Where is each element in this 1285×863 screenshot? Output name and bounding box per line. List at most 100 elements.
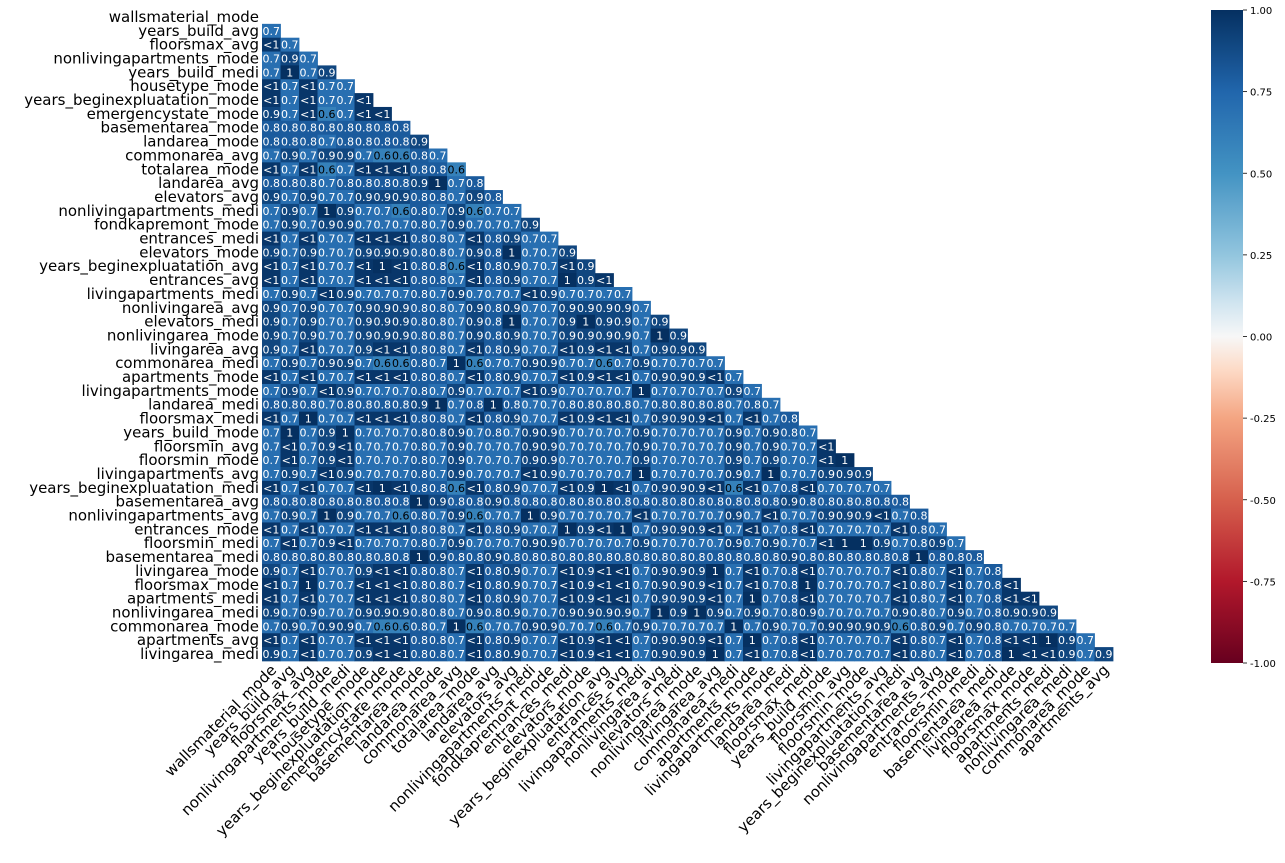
cell-label: <1 bbox=[393, 371, 409, 384]
cell-label: 0.8 bbox=[429, 343, 447, 356]
cell-label: 1 bbox=[342, 426, 349, 439]
cell-label: 0.9 bbox=[762, 440, 780, 453]
heatmap-cell bbox=[317, 120, 337, 136]
colorbar-tick-label: 0.75 bbox=[1250, 88, 1272, 99]
cell-label: 0.9 bbox=[818, 620, 836, 633]
heatmap-cell bbox=[336, 190, 355, 205]
cell-label: 0.8 bbox=[411, 205, 429, 218]
cell-label: 0.7 bbox=[670, 440, 688, 453]
cell-label: 0.8 bbox=[799, 551, 817, 564]
cell-label: <1 bbox=[467, 233, 483, 246]
cell-label: 0.7 bbox=[281, 163, 299, 176]
cell-label: 0.8 bbox=[892, 496, 910, 509]
cell-label: 0.7 bbox=[448, 316, 466, 329]
cell-label: 0.8 bbox=[392, 177, 410, 190]
heatmap-cell bbox=[317, 162, 337, 177]
cell-label: 0.9 bbox=[522, 537, 540, 550]
cell-label: <1 bbox=[615, 579, 631, 592]
cell-label: 0.8 bbox=[781, 579, 799, 592]
cell-label: 1 bbox=[860, 537, 867, 550]
heatmap-cell bbox=[465, 273, 485, 288]
cell-label: 0.7 bbox=[651, 357, 669, 370]
cell-label: 0.8 bbox=[429, 329, 447, 342]
cell-label: 0.7 bbox=[688, 620, 706, 633]
cell-label: 0.9 bbox=[503, 482, 521, 495]
cell-label: 0.9 bbox=[1040, 606, 1058, 619]
cell-label: 0.9 bbox=[670, 634, 688, 647]
heatmap-cell bbox=[373, 217, 392, 232]
cell-label: 0.8 bbox=[707, 399, 725, 412]
cell-label: 0.9 bbox=[670, 482, 688, 495]
cell-label: <1 bbox=[596, 634, 612, 647]
cell-label: <1 bbox=[356, 634, 372, 647]
heatmap-cell bbox=[280, 314, 300, 329]
cell-label: 0.9 bbox=[337, 385, 355, 398]
cell-label: 0.7 bbox=[337, 302, 355, 315]
cell-label: 0.7 bbox=[614, 385, 632, 398]
cell-label: 0.7 bbox=[522, 482, 540, 495]
cell-label: 0.7 bbox=[318, 302, 336, 315]
colorbar-tick-label: 1.00 bbox=[1250, 6, 1272, 17]
heatmap-cell bbox=[465, 217, 485, 232]
y-axis-labels: wallsmaterial_modeyears_build_avgfloorsm… bbox=[24, 8, 259, 664]
cell-label: 0.9 bbox=[633, 426, 651, 439]
cell-label: 0.7 bbox=[688, 537, 706, 550]
cell-label: <1 bbox=[707, 593, 723, 606]
heatmap-cell bbox=[447, 231, 466, 246]
cell-label: 0.7 bbox=[892, 510, 910, 523]
cell-label: 0.9 bbox=[503, 274, 521, 287]
cell-label: 0.9 bbox=[540, 440, 558, 453]
cell-label: 0.9 bbox=[577, 260, 595, 273]
cell-label: 0.8 bbox=[411, 634, 429, 647]
cell-label: <1 bbox=[467, 371, 483, 384]
cell-label: 0.7 bbox=[744, 385, 762, 398]
cell-label: 0.9 bbox=[559, 606, 577, 619]
cell-label: 0.8 bbox=[429, 274, 447, 287]
cell-label: 0.8 bbox=[485, 426, 503, 439]
cell-label: <1 bbox=[467, 565, 483, 578]
cell-label: <1 bbox=[559, 260, 575, 273]
cell-label: 0.8 bbox=[485, 191, 503, 204]
heatmap-cells: 0.7<1 0.70.7 0.9 0.70.7 1 0.7 0.9<1 0.7 <1 0.7 0.7… bbox=[262, 23, 1114, 662]
heatmap-cell bbox=[373, 148, 392, 163]
cell-label: <1 bbox=[263, 579, 279, 592]
cell-label: 0.7 bbox=[429, 468, 447, 481]
cell-label: 0.7 bbox=[799, 468, 817, 481]
cell-label: 0.7 bbox=[614, 468, 632, 481]
heatmap-cell bbox=[539, 259, 559, 274]
cell-label: 0.7 bbox=[429, 149, 447, 162]
cell-label: 0.7 bbox=[448, 606, 466, 619]
cell-label: <1 bbox=[1022, 634, 1038, 647]
cell-label: 0.8 bbox=[411, 371, 429, 384]
cell-label: 0.8 bbox=[355, 177, 373, 190]
cell-label: 0.9 bbox=[651, 343, 669, 356]
heatmap-cell bbox=[465, 245, 485, 260]
heatmap-cell bbox=[354, 231, 374, 246]
heatmap-cell bbox=[373, 245, 392, 260]
heatmap-cell bbox=[354, 162, 374, 177]
cell-label: 0.7 bbox=[596, 426, 614, 439]
cell-label: 0.9 bbox=[651, 648, 669, 661]
cell-label: 0.7 bbox=[448, 233, 466, 246]
cell-label: 1 bbox=[453, 357, 460, 370]
heatmap-cell bbox=[465, 203, 485, 219]
cell-label: 0.7 bbox=[577, 440, 595, 453]
cell-label: 0.9 bbox=[633, 440, 651, 453]
cell-label: 0.6 bbox=[725, 482, 743, 495]
heatmap-cell bbox=[613, 314, 633, 329]
cell-label: 0.9 bbox=[559, 246, 577, 259]
colorbar-gradient bbox=[1211, 10, 1243, 663]
cell-label: 0.9 bbox=[263, 316, 281, 329]
cell-label: 0.9 bbox=[503, 343, 521, 356]
cell-label: 0.7 bbox=[337, 565, 355, 578]
cell-label: 1 bbox=[305, 413, 312, 426]
heatmap-cell bbox=[280, 162, 300, 177]
cell-label: 0.9 bbox=[596, 329, 614, 342]
cell-label: 0.8 bbox=[318, 122, 336, 135]
cell-label: <1 bbox=[356, 413, 372, 426]
heatmap-cell bbox=[484, 203, 503, 219]
cell-label: 0.7 bbox=[392, 468, 410, 481]
cell-label: <1 bbox=[892, 565, 908, 578]
cell-label: 0.9 bbox=[522, 219, 540, 232]
cell-label: 0.7 bbox=[725, 579, 743, 592]
